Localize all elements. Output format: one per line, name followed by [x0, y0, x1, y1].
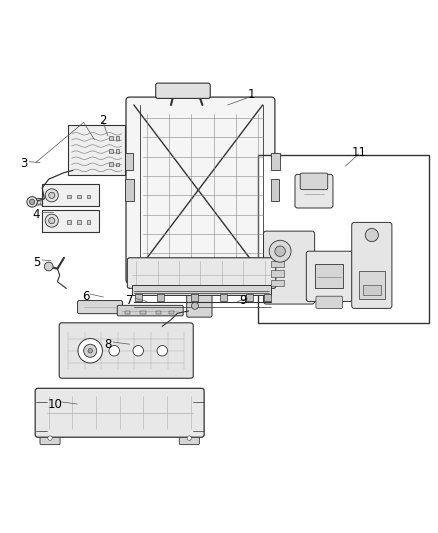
FancyBboxPatch shape	[316, 296, 343, 309]
Text: 4: 4	[33, 208, 40, 221]
Bar	[135, 294, 142, 302]
FancyBboxPatch shape	[126, 97, 275, 283]
Circle shape	[48, 436, 52, 440]
Circle shape	[88, 349, 92, 353]
Bar	[315, 264, 343, 288]
Bar	[123, 153, 133, 171]
FancyBboxPatch shape	[306, 251, 352, 302]
Bar	[271, 179, 279, 201]
FancyBboxPatch shape	[155, 83, 210, 99]
Bar	[272, 280, 285, 286]
Bar	[116, 149, 119, 153]
Text: 1: 1	[248, 87, 255, 101]
Circle shape	[27, 197, 37, 207]
Circle shape	[29, 199, 35, 205]
Bar	[258, 155, 428, 323]
Circle shape	[44, 262, 53, 271]
Text: 6: 6	[82, 290, 90, 303]
FancyBboxPatch shape	[78, 301, 123, 313]
Bar	[272, 261, 285, 267]
Bar	[264, 294, 271, 302]
Circle shape	[49, 217, 55, 224]
Bar	[77, 195, 81, 198]
Circle shape	[78, 338, 102, 363]
Circle shape	[157, 345, 167, 356]
Bar	[87, 220, 90, 224]
FancyBboxPatch shape	[36, 198, 47, 205]
FancyBboxPatch shape	[300, 173, 328, 190]
FancyBboxPatch shape	[295, 174, 333, 208]
FancyBboxPatch shape	[35, 389, 204, 437]
Circle shape	[49, 192, 55, 198]
Text: 2: 2	[99, 114, 107, 127]
Text: 7: 7	[126, 294, 133, 307]
Text: 5: 5	[33, 256, 40, 269]
Bar	[246, 294, 253, 302]
Bar	[272, 270, 285, 277]
Bar	[42, 184, 99, 206]
Bar	[67, 195, 71, 198]
Circle shape	[191, 302, 198, 309]
Bar	[109, 135, 113, 140]
Bar	[141, 311, 146, 314]
Bar	[156, 294, 163, 302]
Circle shape	[45, 214, 58, 227]
Bar	[271, 153, 280, 171]
Bar	[109, 149, 113, 153]
FancyBboxPatch shape	[264, 231, 314, 304]
Bar	[132, 285, 272, 295]
FancyBboxPatch shape	[117, 305, 183, 316]
Circle shape	[269, 240, 291, 262]
Bar	[363, 285, 381, 295]
FancyBboxPatch shape	[127, 258, 276, 288]
Bar	[359, 271, 385, 299]
Bar	[220, 294, 227, 302]
Bar	[42, 210, 99, 231]
Bar	[67, 220, 71, 224]
Bar	[87, 195, 90, 198]
FancyBboxPatch shape	[352, 222, 392, 309]
Bar	[155, 311, 161, 314]
Bar	[116, 136, 119, 140]
Circle shape	[187, 436, 191, 440]
Bar	[77, 220, 81, 224]
Text: 8: 8	[104, 338, 111, 351]
Text: 9: 9	[239, 294, 247, 307]
Circle shape	[45, 189, 58, 202]
FancyBboxPatch shape	[40, 431, 60, 445]
Circle shape	[133, 345, 144, 356]
Text: 11: 11	[351, 147, 366, 159]
Circle shape	[109, 345, 120, 356]
Bar	[169, 311, 174, 314]
Bar	[125, 311, 131, 314]
Circle shape	[275, 246, 286, 256]
FancyBboxPatch shape	[179, 431, 199, 445]
Circle shape	[365, 229, 378, 241]
FancyBboxPatch shape	[187, 294, 212, 317]
Bar	[191, 294, 198, 302]
FancyBboxPatch shape	[59, 323, 193, 378]
Bar	[125, 179, 134, 201]
Bar	[109, 161, 113, 166]
Bar	[68, 125, 125, 175]
Text: 10: 10	[48, 398, 63, 410]
Circle shape	[84, 344, 97, 357]
Text: 3: 3	[20, 157, 27, 171]
Bar	[116, 163, 119, 166]
